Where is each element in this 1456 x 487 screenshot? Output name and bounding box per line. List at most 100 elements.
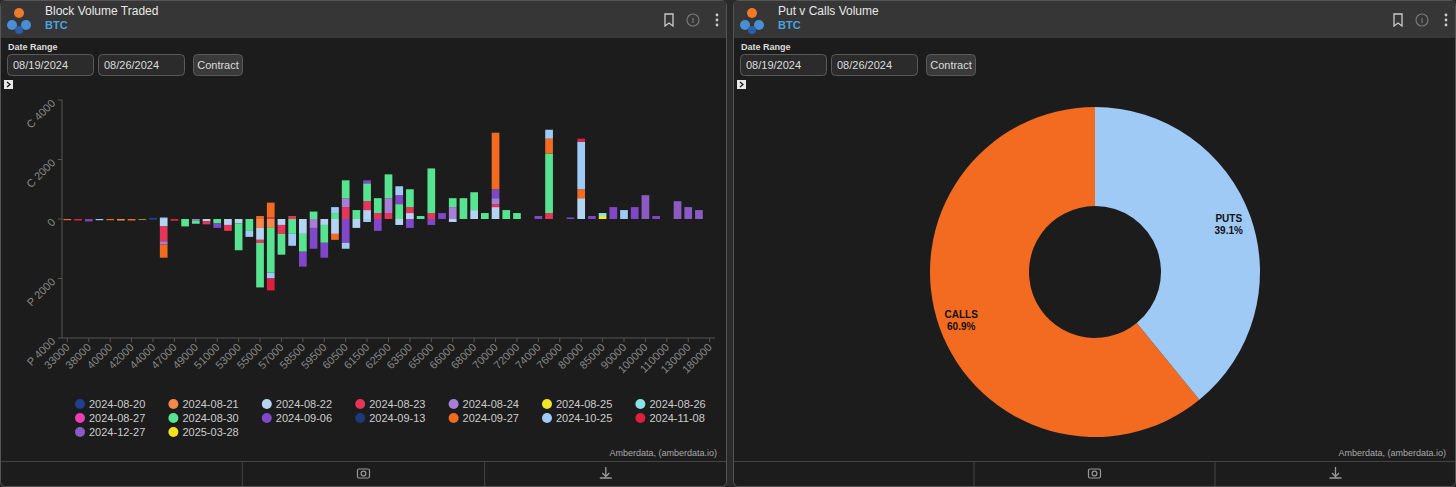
contract-label: Contract: [197, 59, 239, 71]
y-tick: [58, 278, 62, 279]
menu-icon[interactable]: [1445, 24, 1448, 27]
bar: [706, 219, 714, 220]
camera-icon[interactable]: [1089, 469, 1101, 478]
bar: [138, 219, 146, 220]
legend-label[interactable]: 2024-09-27: [463, 412, 519, 424]
bar: [288, 216, 296, 217]
legend-label[interactable]: 2024-08-26: [649, 398, 705, 410]
bar: [524, 219, 532, 220]
bar: [160, 219, 168, 220]
bar: [310, 211, 318, 212]
bookmark-icon[interactable]: [1394, 14, 1402, 26]
y-tick-label: C 4000: [24, 97, 58, 131]
menu-icon[interactable]: [716, 14, 719, 17]
x-tick: [324, 338, 325, 342]
bar: [74, 219, 82, 220]
legend-label[interactable]: 2024-11-08: [649, 412, 704, 424]
bar: [256, 216, 264, 217]
bar: [63, 219, 71, 220]
bar: [299, 219, 307, 220]
bar: [299, 219, 307, 220]
camera-icon[interactable]: [358, 469, 370, 478]
bar: [524, 219, 532, 220]
download-icon[interactable]: [1330, 467, 1342, 478]
menu-icon[interactable]: [1445, 14, 1448, 17]
bar: [278, 219, 286, 225]
bar: [609, 207, 617, 208]
bar: [171, 219, 179, 220]
bar: [192, 219, 200, 221]
date-input[interactable]: [832, 55, 918, 76]
legend-label[interactable]: 2024-08-25: [556, 398, 612, 410]
footer-border: [1, 461, 726, 462]
bar: [245, 219, 253, 220]
bar: [470, 192, 478, 193]
bar: [374, 198, 382, 199]
bar: [438, 213, 446, 214]
bar: [192, 219, 200, 220]
legend-label[interactable]: 2024-08-21: [182, 398, 238, 410]
download-icon[interactable]: [600, 467, 612, 478]
legend-label[interactable]: 2024-08-22: [276, 398, 332, 410]
bar: [160, 219, 168, 220]
subtitle: BTC: [778, 19, 801, 31]
expand-toggle[interactable]: [4, 80, 13, 89]
bar: [149, 217, 157, 218]
bar: [663, 219, 671, 220]
bar: [331, 213, 339, 219]
bar: [524, 219, 532, 220]
bookmark-icon[interactable]: [665, 14, 673, 26]
bar: [331, 207, 339, 213]
bar: [663, 219, 671, 220]
legend-label[interactable]: 2024-09-13: [369, 412, 425, 424]
bar: [417, 216, 425, 217]
legend-label[interactable]: 2024-12-27: [89, 426, 145, 438]
date-range-label: Date Range: [741, 42, 791, 52]
legend-label[interactable]: 2024-10-25: [556, 412, 612, 424]
bar: [320, 219, 328, 220]
expand-toggle[interactable]: [737, 80, 746, 89]
bar: [320, 219, 328, 220]
bar: [417, 216, 425, 217]
bar: [567, 219, 575, 220]
bar: [117, 219, 125, 220]
legend-label[interactable]: 2024-08-30: [182, 412, 238, 424]
bar: [181, 219, 189, 220]
bar: [481, 213, 489, 214]
legend-label[interactable]: 2024-08-20: [89, 398, 145, 410]
date-input[interactable]: [8, 55, 94, 76]
legend-label[interactable]: 2025-03-28: [182, 426, 238, 438]
menu-icon[interactable]: [1445, 19, 1448, 22]
legend-marker: [75, 427, 85, 437]
bar: [320, 219, 328, 220]
date-input[interactable]: [741, 55, 827, 76]
bar: [256, 216, 264, 217]
date-input[interactable]: [99, 55, 185, 76]
bar: [149, 217, 157, 218]
bar: [245, 219, 253, 231]
bar: [128, 219, 136, 220]
bar: [492, 198, 500, 204]
bar: [502, 210, 510, 211]
legend-label[interactable]: 2024-09-06: [276, 412, 332, 424]
bar: [395, 195, 403, 204]
info-icon[interactable]: [687, 14, 699, 26]
menu-icon[interactable]: [716, 19, 719, 22]
bar: [363, 180, 371, 181]
bar: [406, 189, 414, 190]
y-tick-label: 0: [45, 216, 58, 229]
menu-icon[interactable]: [716, 24, 719, 27]
bar: [138, 219, 146, 220]
bar: [331, 207, 339, 208]
legend-label[interactable]: 2024-08-24: [463, 398, 519, 410]
legend-label[interactable]: 2024-08-27: [89, 412, 145, 424]
bar: [363, 210, 371, 219]
contract-button[interactable]: [927, 55, 976, 76]
bar: [556, 219, 564, 220]
info-icon[interactable]: [1416, 14, 1428, 26]
bar: [395, 219, 403, 225]
legend-label[interactable]: 2024-08-23: [369, 398, 425, 410]
bar: [663, 219, 671, 220]
x-tick: [474, 338, 475, 342]
contract-button[interactable]: [194, 55, 243, 76]
